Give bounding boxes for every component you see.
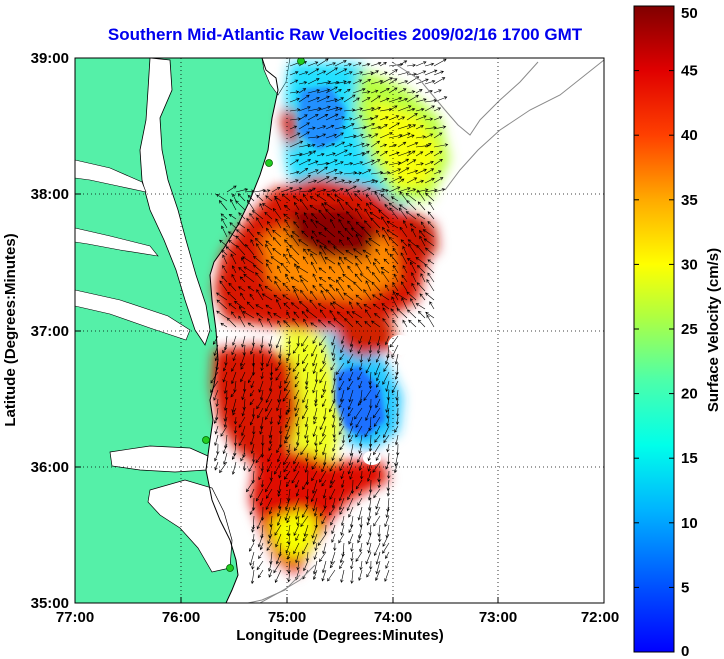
y-tick-label: 39:00	[31, 50, 69, 67]
colorbar-tick-label: 50	[681, 5, 698, 22]
potomac-estuary	[75, 159, 147, 193]
colorbar-tick-label: 0	[681, 643, 689, 659]
velocity-red-north-nearshore	[282, 108, 300, 148]
colorbar-label: Surface Velocity (cm/s)	[705, 248, 722, 412]
x-tick-label: 74:00	[374, 609, 412, 626]
x-tick-label: 75:00	[268, 609, 306, 626]
x-tick-labels: 77:00 76:00 75:00 74:00 73:00 72:00	[56, 609, 619, 626]
velocity-gap-east	[388, 335, 412, 355]
y-tick-label: 37:00	[31, 323, 69, 340]
chart-title: Southern Mid-Atlantic Raw Velocities 200…	[108, 25, 583, 44]
colorbar-tick-label: 25	[681, 321, 698, 338]
velocity-red-east-lobe	[338, 310, 395, 358]
y-tick-labels: 39:00 38:00 37:00 36:00 35:00	[31, 50, 69, 612]
x-tick-label: 76:00	[162, 609, 200, 626]
radar-station	[202, 436, 210, 444]
y-tick-label: 38:00	[31, 186, 69, 203]
grid-lines	[75, 58, 604, 603]
coastline	[205, 58, 279, 603]
velocity-red-south-west	[212, 345, 300, 470]
current-vector-arrows	[210, 58, 449, 585]
radar-station	[226, 564, 234, 572]
velocity-darkred-center	[290, 208, 380, 258]
colorbar-tick-label: 35	[681, 192, 698, 209]
velocity-yellow-northeast	[372, 100, 440, 188]
bathymetry-contours	[247, 59, 604, 603]
colorbar-tick-label: 20	[681, 386, 698, 403]
rappahannock-estuary	[75, 227, 159, 257]
x-tick-label: 77:00	[56, 609, 94, 626]
colorbar-tick-label: 40	[681, 127, 698, 144]
map-area	[75, 58, 604, 603]
colorbar-tick-label: 45	[681, 63, 698, 80]
york-james-estuary	[75, 289, 191, 341]
colorbar-tick-label: 5	[681, 579, 689, 596]
y-tick-label: 35:00	[31, 595, 69, 612]
radar-station	[297, 58, 305, 65]
contour-shelf-north	[391, 61, 539, 136]
colorbar: 0 5 10 15 20 25 30 35 40 45 50 Surface Velocity (c…	[633, 5, 722, 659]
colorbar-tick-label: 30	[681, 256, 698, 273]
x-tick-label: 72:00	[581, 609, 619, 626]
x-axis-label: Longitude (Degrees:Minutes)	[236, 627, 444, 644]
axis-tick-marks	[75, 193, 499, 603]
contour-shelf-south-2	[259, 564, 316, 603]
current-vectors	[210, 58, 449, 585]
colorbar-gradient	[633, 5, 675, 653]
contour-shelf-south	[247, 574, 301, 603]
colorbar-tick-label: 10	[681, 515, 698, 532]
x-tick-label: 73:00	[479, 609, 517, 626]
pamlico-sound	[147, 479, 233, 573]
velocity-gap-south	[363, 451, 381, 465]
colorbar-tick-label: 15	[681, 450, 698, 467]
y-tick-label: 36:00	[31, 459, 69, 476]
colorbar-ticks: 0 5 10 15 20 25 30 35 40 45 50	[634, 5, 698, 659]
albemarle-sound	[109, 445, 209, 473]
delaware-bay	[261, 58, 291, 96]
chesapeake-bay	[139, 58, 211, 346]
radar-stations	[202, 58, 305, 572]
y-axis-label: Latitude (Degrees:Minutes)	[2, 233, 19, 426]
velocity-red-eastedge	[408, 210, 438, 262]
contour-offshore	[444, 59, 604, 191]
radar-station	[265, 159, 273, 167]
